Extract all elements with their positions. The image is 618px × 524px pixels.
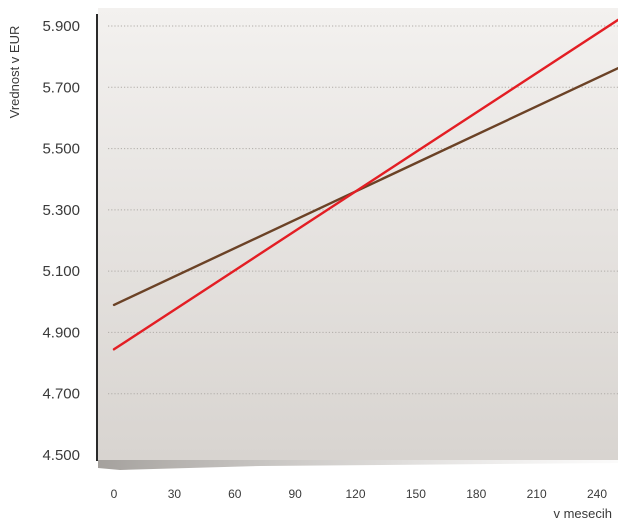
x-tick-label: 30 (168, 487, 182, 501)
plot-bottom-shadow (98, 460, 618, 470)
y-tick-label: 5.700 (42, 79, 80, 96)
y-tick-label: 4.500 (42, 447, 80, 464)
y-tick-label: 5.500 (42, 141, 80, 158)
x-tick-label: 120 (345, 487, 365, 501)
plot-background (98, 8, 618, 460)
series-line-1 (112, 66, 618, 307)
series-group (112, 18, 618, 351)
y-tick-labels: 4.500 4.700 4.900 5.100 5.300 5.500 5.700 5.900 (42, 18, 80, 464)
series-line-2 (112, 18, 618, 351)
y-tick-label: 4.900 (42, 324, 80, 341)
y-tick-label: 5.900 (42, 18, 80, 35)
y-tick-label: 4.700 (42, 386, 80, 403)
y-axis-label: Vrednost v EUR (7, 26, 22, 119)
x-axis-label: v mesecih (553, 506, 612, 521)
x-tick-label: 150 (406, 487, 426, 501)
x-tick-label: 180 (466, 487, 486, 501)
x-tick-label: 240 (587, 487, 607, 501)
y-tick-label: 5.300 (42, 202, 80, 219)
x-tick-label: 0 (111, 487, 118, 501)
x-tick-label: 90 (288, 487, 302, 501)
x-tick-label: 60 (228, 487, 242, 501)
x-tick-label: 210 (527, 487, 547, 501)
y-tick-label: 5.100 (42, 263, 80, 280)
x-tick-labels: 0 30 60 90 120 150 180 210 240 (111, 487, 608, 501)
